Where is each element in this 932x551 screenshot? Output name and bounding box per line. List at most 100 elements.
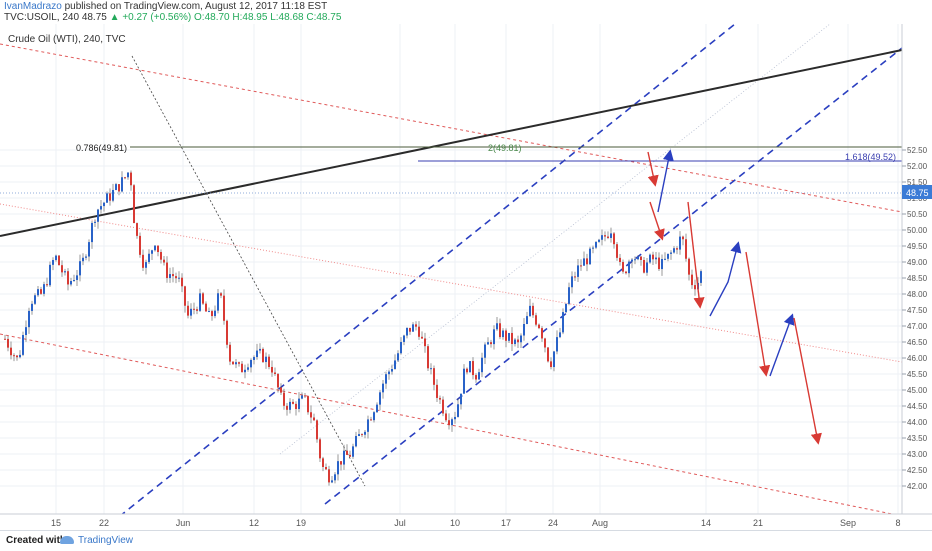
candle-up [673,248,675,253]
candle-down [439,397,441,400]
candle-up [382,383,384,393]
candle-up [583,258,585,266]
grid [0,24,902,514]
candle-up [394,360,396,369]
current-price-tag [902,185,932,199]
candle-down [535,315,537,325]
candle-up [631,259,633,262]
candle-up [454,416,456,420]
arrow-up-1[interactable] [657,149,674,213]
y-tick-label: 51.50 [907,178,928,187]
resistance-trendline[interactable] [0,49,902,237]
candle-down [172,274,174,277]
y-tick-label: 47.00 [907,322,928,331]
x-tick-label: Aug [592,518,608,528]
arrow-up-3[interactable] [769,313,795,377]
candle-down [433,368,435,385]
candle-up [127,172,129,178]
candle-down [211,311,213,317]
arrow-down-5[interactable] [793,317,822,445]
candle-up [334,474,336,481]
drawings [0,24,902,524]
candle-down [340,461,342,465]
arrow-down-2[interactable] [649,201,665,241]
candle-up [253,357,255,360]
candle-down [109,193,111,201]
candle-up [148,253,150,263]
y-tick-label: 43.50 [907,434,928,443]
last-price: 48.75 [81,12,107,23]
candle-up [178,277,180,279]
candle-up [19,354,21,358]
candle-down [370,419,372,421]
y-tick-label: 45.50 [907,370,928,379]
candle-down [658,257,660,270]
candle-down [445,413,447,421]
candle-up [520,335,522,343]
candle-up [55,255,57,261]
decline-helper-line[interactable] [131,55,366,487]
candle-up [412,324,414,332]
candle-up [100,206,102,210]
candle-down [271,366,273,373]
candle-down [448,420,450,426]
candle-down [229,344,231,362]
candle-down [418,326,420,337]
candle-down [538,324,540,329]
author-link[interactable]: IvanMadrazo [4,1,62,12]
candle-up [97,209,99,222]
candle-down [205,303,207,312]
blue-channel-lower[interactable] [324,47,902,505]
y-tick-label: 49.50 [907,242,928,251]
candle-down [184,286,186,306]
publish-info: published on TradingView.com, August 12,… [64,1,328,12]
candle-down [547,347,549,362]
candle-down [652,254,654,260]
candle-down [133,185,135,224]
candle-down [325,467,327,470]
candle-up [25,327,27,335]
high-value: H:48.95 [232,12,268,23]
candle-up [655,257,657,260]
candle-up [610,233,612,238]
candle-up [208,311,210,313]
candle-down [466,368,468,373]
x-tick-label: 15 [51,518,61,528]
candle-down [130,172,132,186]
arrow-down-3[interactable] [687,201,705,309]
candle-down [475,375,477,380]
red-channel-top[interactable] [0,43,902,213]
candle-up [259,348,261,351]
candle-up [661,259,663,270]
arrow-down-1[interactable] [647,151,659,187]
y-tick-label: 52.50 [907,146,928,155]
price-chart[interactable]: Crude Oil (WTI), 240, TVC 0.786(49.81) 2… [0,24,932,530]
candle-up [700,271,702,283]
arrow-down-4[interactable] [745,251,771,377]
candle-down [685,239,687,259]
plot-area[interactable] [0,24,902,514]
candle-down [118,184,120,192]
time-axis[interactable]: 15 22 Jun 12 19 Jul 10 17 24 Aug 14 21 Sep 8 [51,518,901,528]
candle-down [61,265,63,273]
blue-channel-upper[interactable] [110,24,736,524]
candle-down [277,373,279,388]
candle-up [628,261,630,274]
candle-down [226,320,228,345]
candle-up [64,271,66,273]
tradingview-logo[interactable]: TradingView [60,535,133,546]
candle-down [232,361,234,365]
candle-down [640,256,642,260]
candle-down [550,361,552,368]
candle-up [145,262,147,268]
candle-up [496,323,498,330]
y-tick-label: 50.50 [907,210,928,219]
candle-up [379,392,381,405]
candle-down [10,347,12,356]
candle-up [493,329,495,345]
arrow-up-2[interactable] [709,241,742,317]
candle-up [94,221,96,223]
candle-up [598,239,600,242]
candle-up [556,337,558,352]
candle-down [286,405,288,410]
